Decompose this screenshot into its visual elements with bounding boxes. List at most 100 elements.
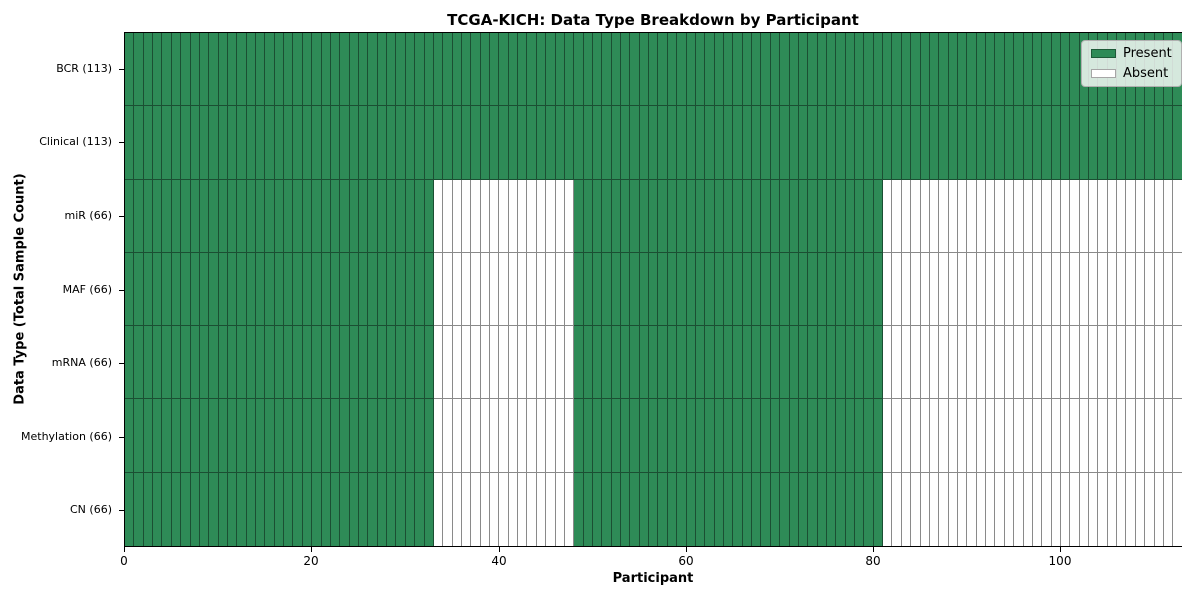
heatmap-cell — [892, 472, 902, 546]
heatmap-cell — [396, 106, 406, 180]
heatmap-cell — [724, 106, 734, 180]
heatmap-cell — [901, 179, 912, 253]
heatmap-cell — [471, 399, 481, 473]
heatmap-cell — [826, 179, 837, 253]
heatmap-cell — [1089, 472, 1099, 546]
heatmap-cell — [396, 326, 406, 400]
heatmap-cell — [826, 472, 837, 546]
heatmap-cell — [855, 33, 865, 107]
heatmap-cell — [724, 179, 734, 253]
heatmap-cell — [742, 33, 753, 107]
heatmap-cell — [724, 252, 734, 327]
heatmap-cell — [630, 179, 640, 253]
heatmap-cell — [1023, 33, 1033, 107]
heatmap-cell — [592, 252, 603, 327]
heatmap-cell — [602, 106, 612, 180]
heatmap-cell — [1145, 252, 1155, 327]
heatmap-cell — [162, 326, 172, 400]
legend: Present Absent — [1081, 40, 1182, 87]
heatmap-cell — [817, 106, 827, 180]
heatmap-cell — [780, 399, 790, 473]
heatmap-cell — [499, 399, 509, 473]
heatmap-cell — [330, 252, 341, 327]
heatmap-cell — [246, 399, 257, 473]
heatmap-cell — [583, 399, 593, 473]
heatmap-cell — [125, 179, 135, 253]
heatmap-cell — [1023, 399, 1033, 473]
heatmap-cell — [1079, 252, 1090, 327]
heatmap-cell — [564, 179, 575, 253]
heatmap-cell — [536, 326, 547, 400]
heatmap-cell — [153, 472, 163, 546]
heatmap-cell — [237, 399, 247, 473]
heatmap-cell — [967, 399, 977, 473]
heatmap-cell — [480, 179, 491, 253]
heatmap-cell — [929, 252, 940, 327]
heatmap-cell — [939, 252, 949, 327]
heatmap-cell — [901, 33, 912, 107]
heatmap-cell — [358, 252, 369, 327]
heatmap-cell — [658, 252, 668, 327]
heatmap-cell — [546, 472, 556, 546]
heatmap-cell — [377, 399, 388, 473]
heatmap-cell — [695, 179, 706, 253]
heatmap-cell — [1014, 472, 1024, 546]
heatmap-cell — [649, 179, 659, 253]
heatmap-cell — [284, 179, 294, 253]
heatmap-cell — [836, 179, 846, 253]
heatmap-cell — [1032, 106, 1043, 180]
heatmap-cell — [284, 326, 294, 400]
heatmap-cell — [508, 179, 519, 253]
heatmap-cell — [480, 472, 491, 546]
heatmap-cell — [181, 179, 191, 253]
heatmap-cell — [1163, 326, 1174, 400]
heatmap-cell — [1023, 179, 1033, 253]
heatmap-cell — [162, 472, 172, 546]
heatmap-cell — [1070, 252, 1080, 327]
heatmap-cell — [658, 33, 668, 107]
heatmap-cell — [143, 106, 154, 180]
heatmap-cell — [377, 33, 388, 107]
heatmap-cell — [405, 33, 416, 107]
heatmap-cell — [162, 399, 172, 473]
heatmap-cell — [957, 326, 968, 400]
heatmap-cell — [237, 179, 247, 253]
heatmap-cell — [536, 33, 547, 107]
heatmap-cell — [256, 106, 266, 180]
heatmap-cell — [817, 33, 827, 107]
heatmap-cell — [1145, 179, 1155, 253]
heatmap-cell — [134, 399, 144, 473]
heatmap-cell — [190, 399, 200, 473]
heatmap-cell — [780, 179, 790, 253]
heatmap-cell — [770, 179, 781, 253]
heatmap-cell — [227, 106, 238, 180]
heatmap-cell — [330, 179, 341, 253]
heatmap-cell — [1014, 33, 1024, 107]
heatmap-cell — [883, 399, 893, 473]
heatmap-cell — [237, 252, 247, 327]
heatmap-cell — [658, 106, 668, 180]
heatmap-cell — [1042, 472, 1052, 546]
heatmap-cell — [1145, 326, 1155, 400]
heatmap-cell — [536, 106, 547, 180]
heatmap-cell — [424, 33, 434, 107]
heatmap-cell — [190, 252, 200, 327]
heatmap-cell — [349, 326, 359, 400]
heatmap-cell — [340, 179, 350, 253]
heatmap-cell — [134, 252, 144, 327]
heatmap-cell — [742, 179, 753, 253]
heatmap-cell — [714, 33, 724, 107]
heatmap-cell — [939, 179, 949, 253]
heatmap-cell — [171, 106, 182, 180]
heatmap-cell — [274, 33, 285, 107]
heatmap-cell — [892, 326, 902, 400]
heatmap-cell — [705, 326, 715, 400]
heatmap-cell — [1042, 399, 1052, 473]
y-tick-label-methylation: Methylation (66) — [21, 430, 112, 443]
heatmap-cell — [714, 179, 724, 253]
heatmap-cell — [592, 399, 603, 473]
heatmap-cell — [826, 326, 837, 400]
heatmap-cell — [555, 179, 565, 253]
heatmap-cell — [256, 399, 266, 473]
